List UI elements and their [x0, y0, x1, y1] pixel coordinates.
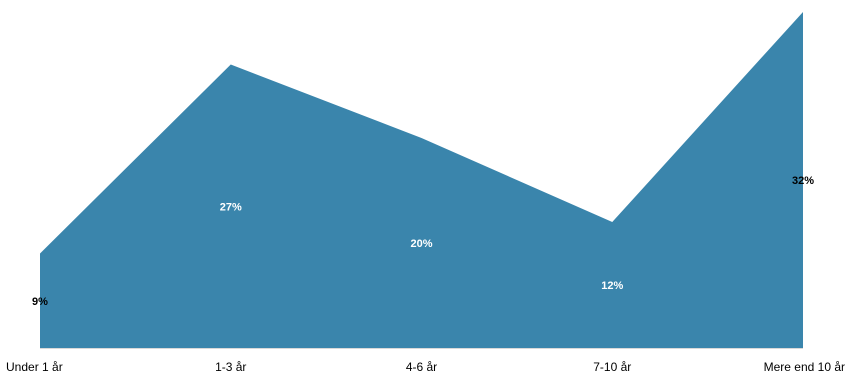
- data-label: 32%: [792, 175, 814, 187]
- data-label: 9%: [32, 296, 48, 308]
- area-series: [40, 12, 803, 348]
- data-labels: 9% 27% 20% 12% 32%: [32, 175, 814, 308]
- data-label: 27%: [220, 201, 242, 213]
- x-tick-label: 4-6 år: [406, 360, 437, 374]
- x-tick-label: Mere end 10 år: [764, 360, 845, 374]
- x-tick-label: 1-3 år: [215, 360, 246, 374]
- x-axis-tick-labels: Under 1 år 1-3 år 4-6 år 7-10 år Mere end 10…: [6, 360, 845, 374]
- data-label: 12%: [601, 280, 623, 292]
- x-tick-label: Under 1 år: [6, 360, 63, 374]
- plot-area: [40, 12, 803, 349]
- x-tick-label: 7-10 år: [593, 360, 631, 374]
- data-label: 20%: [410, 238, 432, 250]
